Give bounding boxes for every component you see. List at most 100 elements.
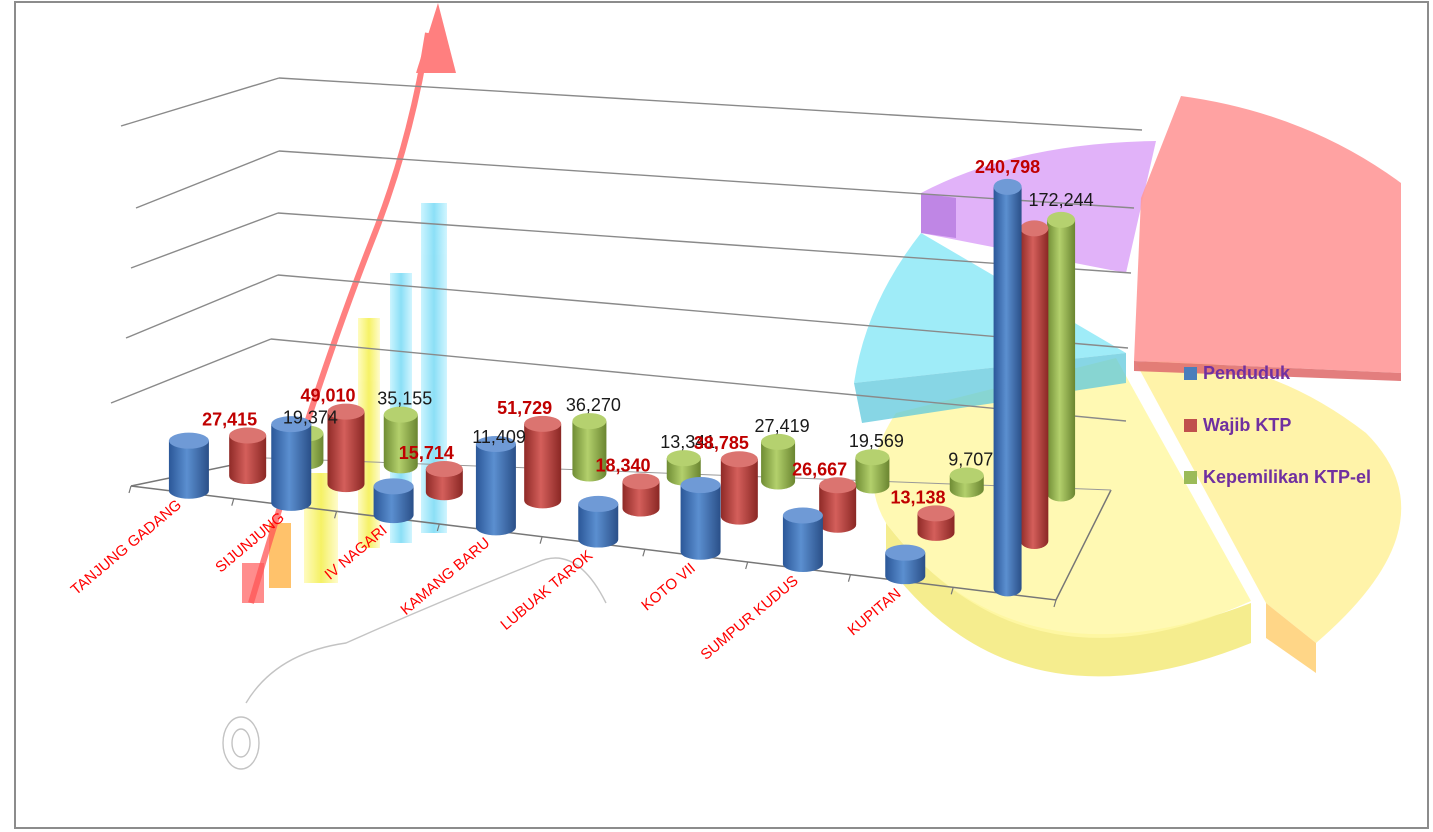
decorative-sketch	[222, 557, 607, 770]
gridline-side	[125, 274, 279, 339]
bar-body	[524, 423, 562, 509]
bar-top	[622, 473, 660, 490]
legend-swatch	[1184, 471, 1197, 484]
bar-top	[720, 451, 758, 468]
legend-label: Penduduk	[1203, 363, 1291, 383]
bar-penduduk-sijunjung	[271, 416, 312, 511]
legend-label: Wajib KTP	[1203, 415, 1291, 435]
bar-body	[819, 485, 857, 533]
bar-body	[578, 503, 619, 548]
bar-top	[271, 416, 312, 433]
category-label: TANJUNG GADANG	[68, 496, 185, 598]
bar-top	[168, 432, 209, 449]
bar-top	[1020, 220, 1049, 237]
bar-top	[761, 433, 796, 450]
legend-swatch	[1184, 419, 1197, 432]
axis-tick	[231, 498, 235, 506]
data-label: 240,798	[975, 157, 1040, 177]
bar-body	[761, 441, 796, 490]
gridline-side	[110, 338, 272, 404]
bar-body	[622, 481, 660, 517]
gridline-side	[135, 150, 280, 209]
bar-kepemilikan-ktp-el-sumpur-kudus	[855, 449, 890, 494]
bar-penduduk-kupitan	[885, 544, 926, 585]
data-label: 27,415	[202, 409, 257, 429]
bar-body	[993, 186, 1022, 597]
bar-top	[949, 467, 984, 484]
pie-slice-red	[1134, 96, 1401, 373]
decorative-pie	[854, 96, 1402, 677]
axis-tick	[847, 574, 852, 582]
bar-top	[680, 477, 721, 494]
growth-arrow-head	[416, 3, 456, 73]
data-labels-layer: 19,374 35,155 11,409 36,270 13,341 27,419 19,5…	[202, 157, 1093, 508]
bar-top	[229, 427, 267, 444]
data-label: 172,244	[1029, 190, 1094, 210]
bar-body	[1020, 228, 1049, 549]
legend-swatch	[1184, 367, 1197, 380]
pie-slice-yellow-side	[886, 523, 1251, 677]
bar-top	[855, 449, 890, 466]
axis-tick	[642, 549, 646, 557]
bar-kepemilikan-ktp-el-kamang-baru	[572, 413, 607, 482]
sketch-spiral-inner	[231, 728, 251, 758]
bar-wajib-ktp-tanjung-gadang	[229, 427, 267, 485]
pie-slice-purple	[921, 141, 1156, 273]
sketch-spiral	[222, 716, 260, 770]
data-label: 13,138	[890, 487, 945, 507]
bar-wajib-ktp-koto-vii	[720, 451, 758, 525]
bar-top	[1047, 211, 1076, 228]
bar-body	[720, 459, 758, 525]
gridline	[277, 212, 1132, 274]
bar-penduduk-koto-vii	[680, 477, 721, 560]
category-label: KAMANG BARU	[397, 534, 493, 618]
chart-svg: 19,374 35,155 11,409 36,270 13,341 27,419 19,5…	[68, 3, 1402, 770]
bar-top	[782, 507, 823, 524]
bar-body	[1047, 219, 1076, 502]
bar-body	[425, 469, 463, 501]
ghost-column-orange	[269, 523, 291, 588]
bar-penduduk-lubuak-tarok	[578, 495, 619, 548]
data-label: 27,419	[755, 416, 810, 436]
bar-top	[425, 461, 463, 478]
bar-top	[327, 403, 365, 420]
legend: Penduduk Wajib KTP Kepemilikan KTP-el	[1184, 363, 1371, 487]
bar-body	[572, 421, 607, 482]
bar-body	[271, 424, 312, 511]
grid-layer	[110, 77, 1143, 422]
bar-body	[855, 457, 890, 494]
axis-tick	[436, 523, 440, 532]
category-label: SUMPUR KUDUS	[697, 572, 801, 663]
gridline	[278, 77, 1143, 131]
bar-top	[373, 478, 414, 495]
bar-wajib-ktp-kamang-baru	[524, 415, 562, 509]
bar-top	[993, 178, 1022, 195]
axis-tick	[128, 485, 132, 494]
bar-body	[327, 411, 365, 493]
data-label: 36,270	[566, 395, 621, 415]
gridline	[278, 150, 1135, 209]
category-label: KUPITAN	[845, 585, 905, 639]
bar-penduduk-kamang-baru	[475, 435, 516, 536]
data-label: 26,667	[792, 459, 847, 479]
bar-body	[680, 485, 721, 560]
bar-wajib-ktp-sijunjung	[327, 403, 365, 493]
bar-body	[168, 440, 209, 499]
bar-top	[666, 450, 701, 467]
axis-tick	[950, 587, 954, 595]
pie-slice-orange	[1136, 360, 1402, 643]
data-label: 19,569	[849, 431, 904, 451]
bar-body	[475, 443, 516, 536]
axis-tick	[333, 511, 338, 519]
bar-body	[383, 414, 418, 474]
axis-tick	[1053, 599, 1057, 608]
bar-top	[819, 477, 857, 494]
axis-tick	[539, 536, 543, 544]
bar-top	[475, 435, 516, 452]
bar-top	[572, 413, 607, 430]
bar-kepemilikan-ktp-el-sijunjung	[383, 406, 418, 474]
data-label: 51,729	[497, 398, 552, 418]
chart-frame: 19,374 35,155 11,409 36,270 13,341 27,419 19,5…	[14, 1, 1429, 829]
legend-label: Kepemilikan KTP-el	[1203, 467, 1371, 487]
sketch-curve	[245, 557, 607, 704]
